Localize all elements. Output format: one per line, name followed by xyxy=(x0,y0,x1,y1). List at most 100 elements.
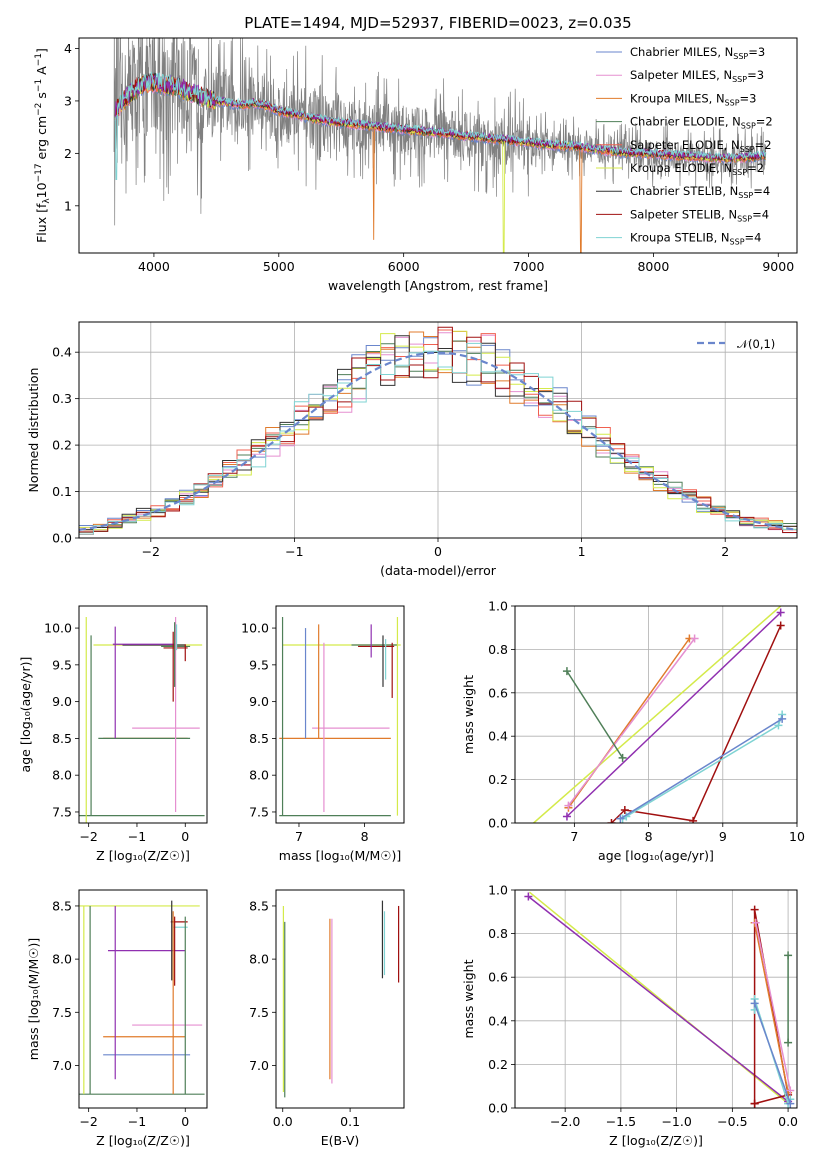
x-axis-label: E(B-V) xyxy=(321,1133,360,1148)
y-tick-label: 0.2 xyxy=(488,1057,508,1072)
legend-label-text: Kroupa ELODIE, N xyxy=(630,161,732,175)
axes-frame xyxy=(78,605,208,824)
legend-label-text: Kroupa MILES, N xyxy=(630,91,725,105)
legend-label: Kroupa STELIB, NSSP=4 xyxy=(630,231,761,247)
spectrum-panel: 4000 5000 6000 7000 8000 9000 1 2 3 4 wavelength [… xyxy=(34,37,798,293)
y-axis-label: mass weight xyxy=(461,959,476,1038)
x-tick-label: −1 xyxy=(128,829,146,844)
weight-line xyxy=(567,638,696,807)
y-tick-label: 0.1 xyxy=(52,484,72,499)
x-tick-label: −1 xyxy=(285,544,303,559)
y-tick-label: 7.5 xyxy=(52,1005,72,1020)
y-tick-label: 9.0 xyxy=(249,694,269,709)
gaussian-curve xyxy=(79,351,797,531)
axes-frame xyxy=(514,889,798,1109)
legend-label: Salpeter STELIB, NSSP=4 xyxy=(630,207,769,223)
y-tick-label: 8.0 xyxy=(52,952,72,967)
y-axis-label-part: Flux [f xyxy=(34,203,49,243)
x-tick-label: 2 xyxy=(721,544,729,559)
x-tick-label: 7 xyxy=(570,829,578,844)
y-axis-label-part: −17 xyxy=(34,163,44,182)
legend-label-text: Salpeter STELIB, N xyxy=(630,207,737,221)
legend-label-text: Chabrier MILES, N xyxy=(630,45,733,59)
y-tick-label: 0.2 xyxy=(52,438,72,453)
weight-marker xyxy=(786,1099,795,1108)
x-tick-label: 0.0 xyxy=(778,1114,798,1129)
weight-marker xyxy=(607,819,616,823)
y-tick-label: 1.0 xyxy=(488,883,508,898)
plot-area xyxy=(524,891,795,1108)
weight-marker xyxy=(618,753,627,762)
legend-label-sub: SSP xyxy=(740,145,755,154)
x-tick-label: 0.1 xyxy=(340,1114,360,1129)
y-axis-label-part: ] xyxy=(34,48,49,53)
y-tick-label: 10.0 xyxy=(241,621,269,636)
weight-line xyxy=(755,922,792,1091)
axes-frame xyxy=(275,889,405,1109)
y-tick-label: 0.6 xyxy=(488,970,508,985)
x-tick-label: 7000 xyxy=(513,259,545,274)
y-tick-label: 7.0 xyxy=(249,1058,269,1073)
y-axis-label-part: −2 xyxy=(34,103,44,116)
legend-label-count: =2 xyxy=(747,161,764,175)
y-tick-label: 9.0 xyxy=(52,694,72,709)
figure-title: PLATE=1494, MJD=52937, FIBERID=0023, z=0… xyxy=(244,14,631,32)
legend-label-sub: SSP xyxy=(730,238,745,247)
y-tick-label: 0.0 xyxy=(488,816,508,831)
residuals-panel: −2 −1 0 1 2 0.0 0.1 0.2 0.3 0.4 (data-model)/error… xyxy=(26,321,798,578)
y-axis-label-part: −1 xyxy=(34,53,44,66)
x-tick-label: 0 xyxy=(181,1114,189,1129)
y-tick-label: 7.0 xyxy=(52,1058,72,1073)
y-tick-label: 8.5 xyxy=(52,731,72,746)
y-tick-label: 0.3 xyxy=(52,391,72,406)
legend-label: Chabrier ELODIE, NSSP=2 xyxy=(630,115,773,131)
plot-area xyxy=(282,900,400,1098)
legend-label: Salpeter MILES, NSSP=3 xyxy=(630,68,764,84)
y-axis-label: Flux [fλ10−17 erg cm−2 s−1 A−1] xyxy=(34,48,52,243)
weight-line xyxy=(533,606,782,823)
y-tick-label: 0.8 xyxy=(488,926,508,941)
weight-marker xyxy=(776,621,785,630)
y-axis-label-part: A xyxy=(34,66,49,79)
x-tick-label: 9000 xyxy=(762,259,794,274)
x-axis-label: wavelength [Angstrom, rest frame] xyxy=(328,278,548,293)
legend-label-text: Chabrier STELIB, N xyxy=(630,184,738,198)
y-tick-label: 1.0 xyxy=(488,599,508,614)
x-tick-label: −2 xyxy=(79,1114,97,1129)
y-tick-label: 3 xyxy=(64,93,72,108)
weight-marker xyxy=(751,918,760,927)
x-axis-label: mass [log₁₀(M/M☉)] xyxy=(279,848,401,863)
plot-area xyxy=(113,38,767,253)
y-axis-label-part: −1 xyxy=(34,79,44,92)
legend-label-sub: SSP xyxy=(737,214,752,223)
x-axis-label: (data-model)/error xyxy=(380,563,497,578)
x-axis-label: Z [log₁₀(Z/Z☉)] xyxy=(96,848,190,863)
x-tick-label: 1 xyxy=(578,544,586,559)
age-vs-metallicity-panel: −2 −1 0 7.5 8.0 8.5 9.0 9.5 10.0 Z [log₁₀(Z/Z☉)] a… xyxy=(18,605,208,863)
legend-label-text: Kroupa STELIB, N xyxy=(630,231,730,245)
weight-marker xyxy=(616,814,625,823)
legend-label-sub: SSP xyxy=(732,168,747,177)
y-tick-label: 8.0 xyxy=(249,768,269,783)
weight-marker xyxy=(750,999,759,1008)
x-tick-label: −2 xyxy=(142,544,160,559)
weight-line xyxy=(529,891,789,1105)
y-tick-label: 8.5 xyxy=(249,898,269,913)
weight-marker xyxy=(689,816,698,823)
legend-label-text: Salpeter ELODIE, N xyxy=(630,138,740,152)
legend-label-sub: SSP xyxy=(733,52,748,61)
plot-area xyxy=(79,900,205,1095)
y-tick-label: 9.5 xyxy=(249,657,269,672)
legend-label-text: Chabrier ELODIE, N xyxy=(630,115,741,129)
x-tick-label: 5000 xyxy=(263,259,295,274)
weight-line xyxy=(566,611,782,818)
y-tick-label: 10.0 xyxy=(44,621,72,636)
legend-label-sub: SSP xyxy=(738,191,753,200)
legend-label: Chabrier STELIB, NSSP=4 xyxy=(630,184,770,200)
plot-area xyxy=(79,326,797,535)
y-tick-label: 0.4 xyxy=(488,729,508,744)
x-tick-label: 7 xyxy=(295,829,303,844)
legend-label-count: =4 xyxy=(753,184,770,198)
y-tick-label: 7.5 xyxy=(249,804,269,819)
y-axis-label: age [log₁₀(age/yr)] xyxy=(18,657,33,773)
